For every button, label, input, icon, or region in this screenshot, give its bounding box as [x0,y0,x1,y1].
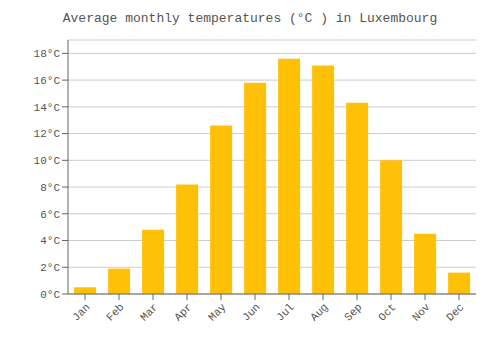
svg-text:6°C: 6°C [40,209,60,221]
svg-text:16°C: 16°C [34,75,61,87]
svg-text:0°C: 0°C [40,289,60,301]
svg-text:Oct: Oct [376,301,398,323]
svg-text:Feb: Feb [104,301,126,323]
svg-text:Sep: Sep [342,301,364,323]
svg-text:Apr: Apr [172,301,194,323]
svg-text:Mar: Mar [138,301,160,323]
svg-text:2°C: 2°C [40,262,60,274]
svg-text:4°C: 4°C [40,235,60,247]
html-text:Average monthly temperatures (: Average monthly temperatures (°C ) in Lu… [62,11,438,26]
svg-text:May: May [206,301,229,324]
svg-text:Jun: Jun [240,301,262,323]
svg-text:Nov: Nov [410,301,433,324]
svg-text:8°C: 8°C [40,182,60,194]
svg-text:12°C: 12°C [34,128,61,140]
svg-text:Aug: Aug [308,301,330,323]
svg-text:Dec: Dec [444,301,466,323]
svg-text:Jul: Jul [274,301,296,323]
svg-text:Jan: Jan [70,301,92,323]
svg-text:10°C: 10°C [34,155,61,167]
svg-text:14°C: 14°C [34,102,61,114]
svg-text:18°C: 18°C [34,48,61,60]
